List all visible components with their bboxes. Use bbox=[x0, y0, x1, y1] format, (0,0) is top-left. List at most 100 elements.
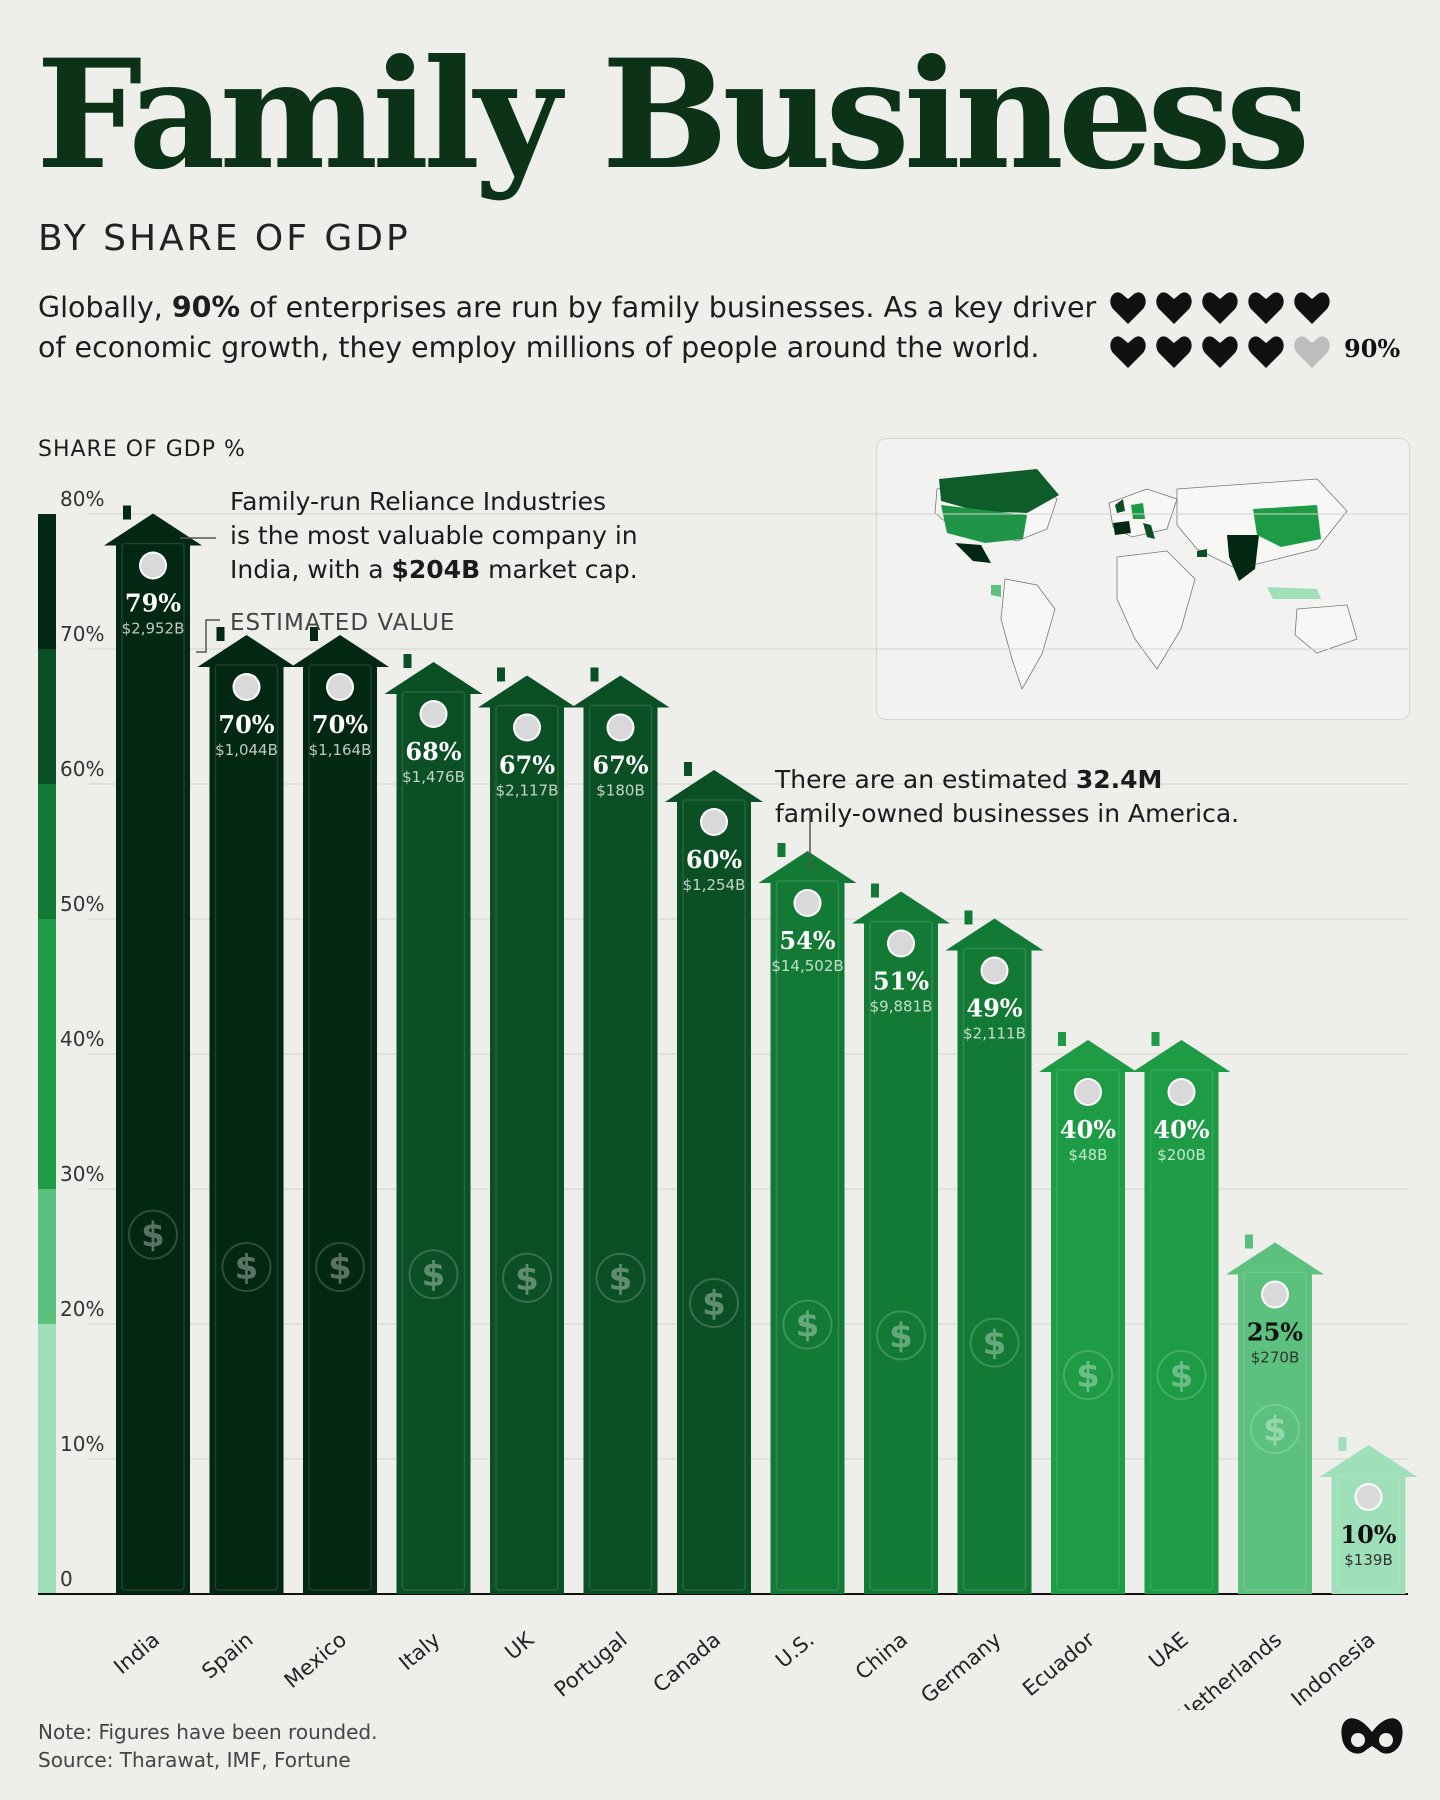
bar-india: 79% $2,952B $ India bbox=[104, 505, 202, 1679]
y-tick-label: 50% bbox=[60, 892, 104, 916]
annotation-us-line: There are an estimated 32.4M bbox=[774, 765, 1162, 794]
bar-estimated-value: $139B bbox=[1344, 1551, 1392, 1569]
map-uae bbox=[1197, 549, 1207, 557]
y-tick-label: 10% bbox=[60, 1432, 104, 1456]
dollar-sign-icon: $ bbox=[235, 1248, 259, 1288]
dollar-sign-icon: $ bbox=[141, 1216, 165, 1256]
scale-strip-segment bbox=[38, 1054, 56, 1189]
bar bbox=[209, 659, 284, 1594]
bar-germany: 49% $2,111B $ Germany bbox=[916, 910, 1044, 1708]
bar bbox=[303, 659, 377, 1594]
map-spain bbox=[1113, 521, 1131, 535]
bar-estimated-value: $200B bbox=[1157, 1146, 1205, 1164]
bar-inner-outline bbox=[1056, 1069, 1120, 1591]
scale-strip-segment bbox=[38, 1189, 56, 1324]
bar-italy: 68% $1,476B $ Italy bbox=[384, 654, 483, 1675]
dollar-sign-icon: $ bbox=[1263, 1410, 1287, 1450]
bar bbox=[490, 699, 564, 1594]
map-indonesia bbox=[1267, 587, 1321, 599]
bar-inner-outline bbox=[1149, 1069, 1214, 1591]
flag-icon-inner bbox=[608, 715, 633, 740]
bar-mexico: 70% $1,164B $ Mexico bbox=[280, 627, 389, 1693]
bar bbox=[1051, 1064, 1125, 1594]
bar-portugal: 67% $180B $ Portugal bbox=[550, 667, 670, 1702]
dollar-coin-icon bbox=[1250, 1404, 1300, 1454]
dollar-coin-icon bbox=[1156, 1350, 1207, 1400]
bar-estimated-value: $48B bbox=[1069, 1146, 1108, 1164]
bar-value-label: 40% bbox=[1153, 1115, 1209, 1144]
bar-chimney bbox=[777, 843, 786, 857]
annotation-india-line: is the most valuable company in bbox=[230, 521, 638, 550]
bar-uk: 67% $2,117B $ UK bbox=[478, 667, 576, 1665]
dollar-sign-icon: $ bbox=[1170, 1356, 1194, 1396]
flag-icon-inner bbox=[1263, 1282, 1287, 1307]
hearts-grid bbox=[1110, 292, 1330, 368]
bar-inner-outline bbox=[869, 920, 933, 1591]
x-category-label: China bbox=[851, 1627, 912, 1684]
y-tick-label: 0 bbox=[60, 1567, 73, 1591]
map-australia-outline bbox=[1294, 604, 1358, 654]
y-tick-label: 30% bbox=[60, 1162, 104, 1186]
intro-text: Globally, 90% of enterprises are run by … bbox=[38, 288, 1098, 368]
x-category-label: Canada bbox=[649, 1627, 726, 1697]
y-tick-label: 40% bbox=[60, 1027, 104, 1051]
bar-chimney bbox=[1245, 1234, 1253, 1249]
bar-inner-outline bbox=[1336, 1474, 1401, 1591]
source-note: Source: Tharawat, IMF, Fortune bbox=[38, 1748, 351, 1772]
bar-chimney bbox=[1151, 1032, 1160, 1046]
bar-estimated-value: $1,044B bbox=[215, 741, 278, 759]
bar bbox=[864, 915, 938, 1594]
heart-icon bbox=[1156, 336, 1192, 368]
x-category-label: Spain bbox=[197, 1627, 257, 1683]
heart-icon bbox=[1202, 292, 1238, 324]
bar-value-label: 67% bbox=[592, 751, 648, 780]
heart-icon bbox=[1248, 292, 1284, 324]
flag-icon-inner bbox=[1356, 1485, 1381, 1509]
x-category-label: Netherlands bbox=[1173, 1627, 1286, 1710]
scale-strip-segment bbox=[38, 784, 56, 919]
y-tick-label: 20% bbox=[60, 1297, 104, 1321]
bar-chimney bbox=[1058, 1032, 1066, 1046]
bar-chimney bbox=[590, 667, 599, 682]
flag-icon-inner bbox=[1169, 1080, 1194, 1104]
x-category-label: UAE bbox=[1144, 1627, 1192, 1673]
dollar-sign-icon: $ bbox=[515, 1259, 539, 1299]
flag-icon-inner bbox=[141, 553, 165, 578]
bar-chimney bbox=[216, 627, 225, 641]
dollar-sign-icon: $ bbox=[422, 1255, 446, 1295]
bar-inner-outline bbox=[214, 664, 279, 1591]
bar-value-label: 79% bbox=[125, 589, 181, 618]
dollar-coin-icon bbox=[1063, 1350, 1113, 1400]
y-tick-label: 60% bbox=[60, 757, 104, 781]
intro-text-a: Globally, bbox=[38, 291, 172, 324]
map-india bbox=[1227, 535, 1259, 581]
bar-value-label: 60% bbox=[686, 845, 742, 874]
annotation-us-line: family-owned businesses in America. bbox=[775, 799, 1239, 828]
dollar-coin-icon bbox=[689, 1278, 739, 1328]
x-category-label: Italy bbox=[394, 1627, 444, 1675]
bar-chimney bbox=[403, 654, 412, 668]
map-italy bbox=[1143, 523, 1155, 539]
y-tick-label: 80% bbox=[60, 487, 104, 511]
x-category-label: Ecuador bbox=[1018, 1627, 1099, 1701]
publisher-logo-icon bbox=[1341, 1718, 1403, 1754]
y-tick-label: 70% bbox=[60, 622, 104, 646]
bar-estimated-value: $2,117B bbox=[496, 782, 559, 800]
dollar-coin-icon bbox=[221, 1242, 272, 1292]
bar-estimated-value: $270B bbox=[1251, 1349, 1299, 1367]
bar-spain: 70% $1,044B $ Spain bbox=[197, 627, 296, 1684]
bar-inner-outline bbox=[775, 880, 840, 1591]
bar-ecuador: 40% $48B $ Ecuador bbox=[1018, 1032, 1137, 1701]
flag-icon-inner bbox=[1076, 1080, 1100, 1104]
flag-icon-inner bbox=[795, 891, 820, 915]
dollar-coin-icon bbox=[782, 1299, 833, 1350]
bar-inner-outline bbox=[121, 542, 185, 1591]
heart-icon bbox=[1294, 336, 1330, 368]
flag-icon-inner bbox=[982, 958, 1007, 983]
bar-inner-outline bbox=[401, 691, 466, 1591]
bar-estimated-value: $1,254B bbox=[683, 876, 746, 894]
y-axis-label: SHARE OF GDP % bbox=[38, 437, 246, 462]
bar-uae: 40% $200B $ UAE bbox=[1132, 1032, 1231, 1673]
annotation-india-line: Family-run Reliance Industries bbox=[230, 487, 606, 516]
bar bbox=[396, 686, 471, 1594]
